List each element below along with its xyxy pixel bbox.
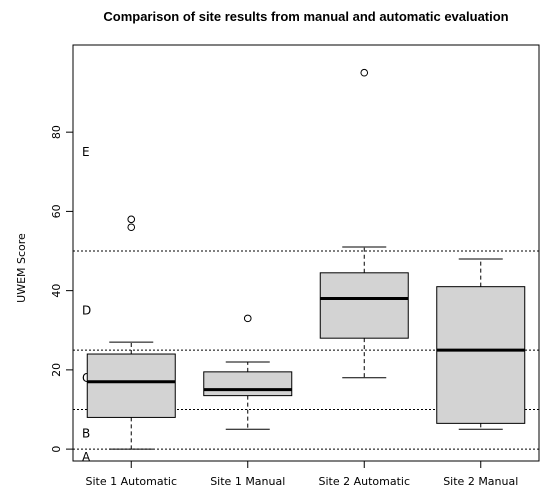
plot-area: 0 20 40 60 80 AB C D E Site 1 Automatic Site 1 Man… <box>50 44 540 488</box>
box-iqr <box>436 286 526 424</box>
zone-label: D <box>82 303 91 317</box>
box-group <box>436 258 526 430</box>
x-tick-label: Site 1 Automatic <box>85 475 177 488</box>
outlier-point <box>127 215 136 224</box>
zone-label: C <box>82 371 90 385</box>
zone-label: E <box>82 145 90 159</box>
x-tick-label: Site 2 Manual <box>443 475 518 488</box>
box-iqr <box>319 272 409 339</box>
y-tick-label: 20 <box>50 363 63 377</box>
outlier-point <box>360 68 369 77</box>
y-axis-label: UWEM Score <box>15 233 28 303</box>
zone-label: A <box>82 450 91 464</box>
box-group <box>203 314 293 430</box>
box-iqr <box>86 353 176 418</box>
x-tick-label: Site 1 Manual <box>210 475 285 488</box>
outlier-point <box>127 223 136 232</box>
outlier-point <box>243 314 252 323</box>
y-tick-label: 60 <box>50 204 63 218</box>
x-tick-label: Site 2 Automatic <box>318 475 410 488</box>
box-group <box>86 215 176 450</box>
y-tick-label: 0 <box>50 446 63 453</box>
y-tick-label: 40 <box>50 284 63 298</box>
zone-label: B <box>82 426 90 440</box>
chart-title: Comparison of site results from manual a… <box>103 9 508 24</box>
plot-frame <box>72 44 540 462</box>
box-iqr <box>203 371 293 397</box>
y-tick-label: 80 <box>50 125 63 139</box>
box-group <box>319 68 409 379</box>
